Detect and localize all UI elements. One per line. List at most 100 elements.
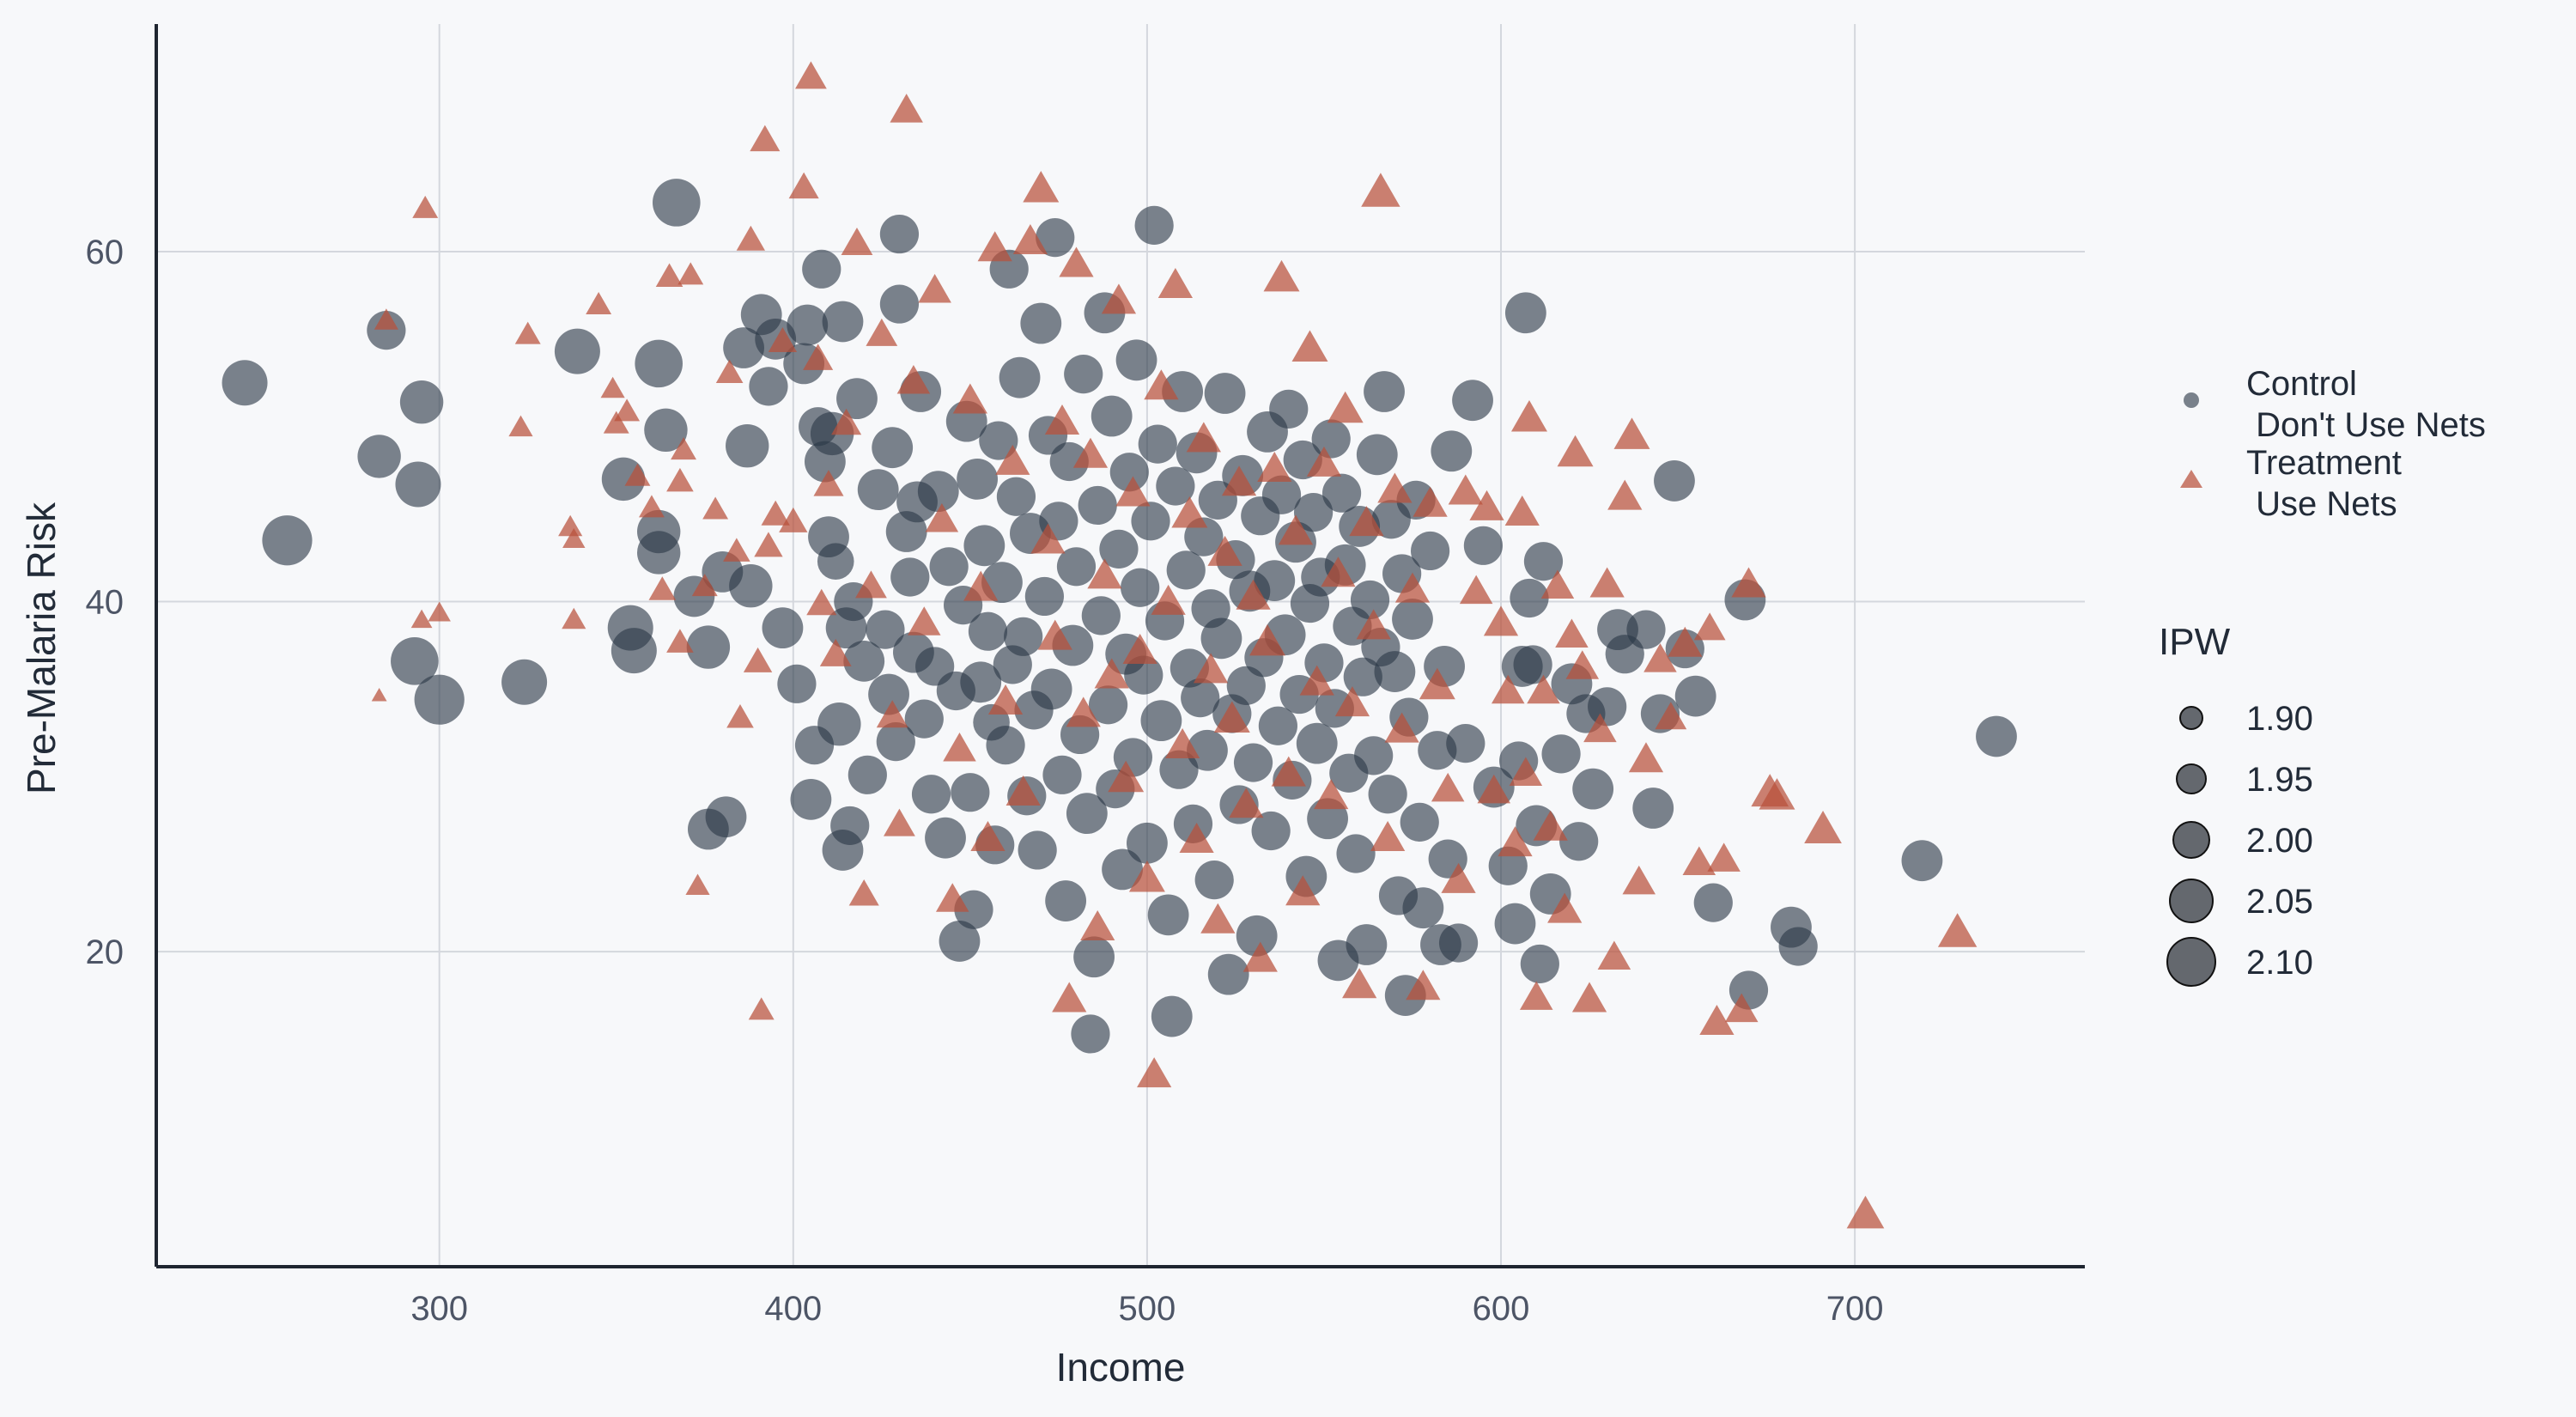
control-point — [777, 664, 817, 703]
treatment-point — [1441, 862, 1476, 893]
treatment-point — [1052, 982, 1087, 1013]
control-point — [1113, 738, 1153, 777]
treatment-point — [1613, 417, 1650, 449]
control-point — [367, 311, 406, 350]
control-point — [986, 726, 1025, 765]
control-point — [1056, 547, 1097, 587]
treatment-point — [768, 326, 798, 352]
treatment-point — [1080, 909, 1115, 940]
control-point — [1431, 430, 1473, 472]
control-point — [1523, 542, 1564, 581]
size-legend-label: 2.05 — [2246, 883, 2313, 921]
treatment-point — [1937, 913, 1978, 947]
treatment-point — [1193, 653, 1229, 684]
treatment-point — [819, 638, 852, 666]
control-point — [925, 817, 966, 859]
control-point — [1121, 568, 1160, 607]
size-legend-label: 1.90 — [2246, 700, 2313, 738]
control-point — [749, 367, 788, 406]
treatment-point — [1321, 556, 1356, 587]
control-point — [1285, 855, 1327, 897]
control-point — [1402, 887, 1444, 929]
treatment-point — [586, 292, 612, 315]
treatment-point — [908, 606, 941, 636]
treatment-point — [726, 704, 754, 728]
control-point — [1626, 610, 1666, 649]
control-point — [802, 249, 841, 289]
treatment-point — [1724, 993, 1759, 1023]
control-point — [1410, 531, 1450, 571]
control-point — [1204, 373, 1246, 414]
treatment-point — [1263, 259, 1300, 292]
control-point — [822, 301, 864, 343]
control-point — [1354, 736, 1394, 775]
control-point — [554, 328, 600, 374]
treatment-point — [925, 503, 959, 532]
treatment-point — [1547, 892, 1583, 923]
treatment-point — [795, 61, 827, 89]
legend-control-key — [2184, 392, 2199, 408]
treatment-point — [987, 684, 1024, 715]
treatment-point — [1023, 170, 1060, 203]
treatment-point — [614, 398, 641, 422]
treatment-point — [514, 321, 541, 344]
x-tick-label: 500 — [1119, 1290, 1176, 1328]
control-point — [635, 339, 683, 388]
y-tick-label: 20 — [86, 934, 125, 971]
control-point — [879, 284, 920, 324]
control-point — [501, 659, 548, 705]
treatment-point — [508, 415, 533, 437]
treatment-point — [1571, 982, 1607, 1013]
treatment-point — [1108, 760, 1145, 793]
x-tick-label: 300 — [410, 1290, 468, 1328]
control-point — [1194, 860, 1234, 900]
treatment-point — [1491, 674, 1525, 704]
treatment-point — [374, 308, 398, 330]
treatment-point — [995, 444, 1030, 475]
control-point — [1162, 371, 1204, 412]
legend-treatment-key — [2180, 470, 2202, 488]
control-point — [1346, 924, 1388, 965]
treatment-point — [918, 274, 951, 303]
control-point — [1336, 834, 1376, 873]
control-point — [1187, 729, 1228, 771]
treatment-point — [1510, 399, 1547, 432]
control-point — [1778, 927, 1818, 966]
treatment-point — [371, 687, 387, 702]
control-point — [1127, 822, 1168, 864]
treatment-point — [1306, 446, 1342, 477]
control-point — [954, 890, 993, 929]
control-point — [1513, 645, 1552, 684]
control-point — [601, 457, 646, 502]
control-point — [1200, 617, 1242, 660]
treatment-point — [963, 570, 999, 601]
treatment-point — [723, 538, 750, 562]
control-point — [1138, 424, 1177, 464]
treatment-point — [1257, 451, 1292, 482]
treatment-point — [1144, 369, 1179, 400]
treatment-point — [1200, 903, 1236, 934]
control-point — [1088, 685, 1128, 725]
treatment-point — [1597, 940, 1631, 970]
treatment-point — [841, 227, 873, 255]
control-point — [686, 625, 731, 669]
control-point — [957, 458, 998, 500]
treatment-point — [1137, 1057, 1172, 1088]
treatment-point — [890, 94, 923, 123]
treatment-point — [1607, 479, 1643, 510]
control-point — [1073, 936, 1115, 978]
treatment-point — [666, 629, 694, 653]
treatment-point — [1291, 330, 1328, 362]
control-point — [644, 408, 688, 453]
control-point — [1091, 395, 1133, 437]
treatment-point — [1229, 788, 1264, 818]
control-point — [1632, 788, 1674, 829]
control-point — [1004, 617, 1043, 656]
control-point — [726, 423, 769, 468]
control-point — [1071, 1014, 1110, 1054]
control-point — [1156, 466, 1195, 506]
treatment-point — [1164, 728, 1200, 759]
control-point — [960, 661, 1002, 703]
treatment-point — [1037, 619, 1072, 650]
